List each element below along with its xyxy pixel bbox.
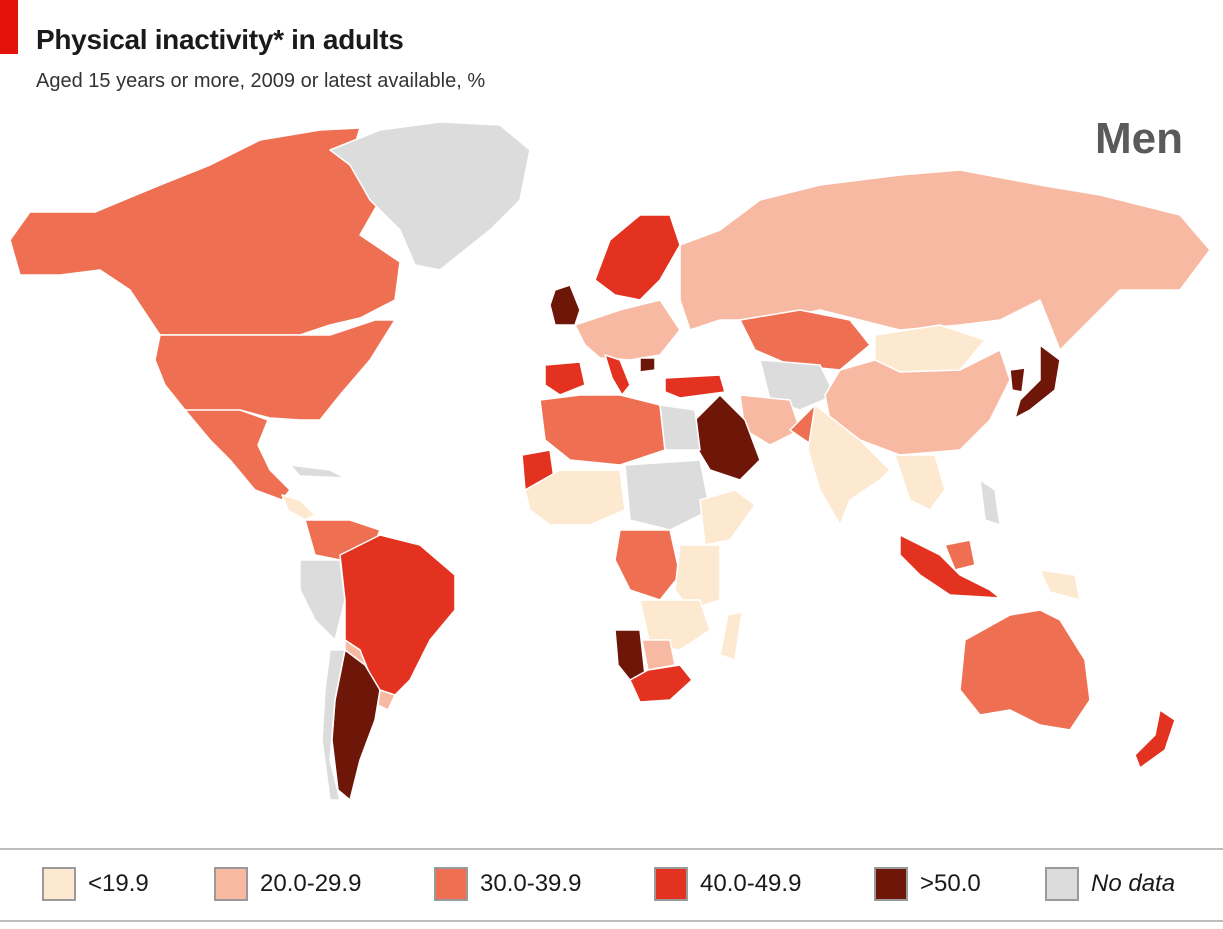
region-turkey [664,374,726,399]
chart-subtitle: Aged 15 years or more, 2009 or latest av… [36,70,486,92]
region-southeast-asia [894,454,946,511]
legend-swatch [214,867,248,901]
legend-label: 20.0-29.9 [260,870,362,897]
legend-label: <19.9 [88,870,149,897]
region-uruguay [377,689,396,711]
legend-item-below-19-9: <19.9 [42,866,149,902]
panel-label: Men [1095,114,1183,163]
legend-item-20-29-9: 20.0-29.9 [214,866,361,902]
region-central-america [281,494,316,521]
legend-item-no-data: No data [1045,866,1175,902]
legend-swatch [874,867,908,901]
region-kazakhstan [739,309,871,371]
region-madagascar [719,611,743,661]
region-west-africa [524,469,626,526]
region-spain [544,361,586,396]
legend: <19.9 20.0-29.9 30.0-39.9 40.0-49.9 >50.… [0,850,1223,920]
region-korea [1009,367,1026,393]
region-mexico [184,409,291,501]
world-map [9,121,1211,801]
region-southern-central-africa [639,599,711,651]
region-egypt [659,404,701,451]
legend-rule-top [0,848,1223,850]
legend-label: >50.0 [920,870,981,897]
legend-item-40-49-9: 40.0-49.9 [654,866,801,902]
region-namibia [614,629,646,681]
region-usa [154,319,396,421]
legend-item-30-39-9: 30.0-39.9 [434,866,581,902]
region-chile [321,649,346,801]
region-cuba [289,464,346,479]
region-italy [604,354,631,396]
region-new-zealand [1134,709,1176,769]
legend-label: No data [1091,870,1176,897]
region-australia [959,609,1091,731]
legend-label: 40.0-49.9 [700,870,802,897]
region-png [1039,569,1081,601]
region-central-africa [614,529,681,601]
region-scandinavia [594,214,681,301]
region-north-africa [539,394,666,466]
legend-swatch [42,867,76,901]
accent-bar [0,0,18,54]
legend-label: 30.0-39.9 [480,870,582,897]
region-india [807,404,891,526]
legend-swatch [1045,867,1079,901]
region-central-asia [759,359,836,411]
region-sudan [624,459,711,531]
region-canada [9,127,401,336]
region-borneo [944,539,976,571]
legend-swatch [654,867,688,901]
region-western-europe [574,299,681,361]
region-balkans [639,357,656,373]
region-horn-of-africa [699,489,756,546]
chart-title: Physical inactivity* in adults [36,24,404,55]
region-indonesia [899,534,1001,599]
region-peru [299,559,346,641]
region-east-africa [674,544,721,611]
region-britain [549,284,581,326]
region-botswana [641,639,676,671]
legend-item-above-50: >50.0 [874,866,981,902]
legend-swatch [434,867,468,901]
region-japan [1014,344,1061,419]
region-philippines [979,479,1001,526]
legend-rule-bottom [0,920,1223,922]
region-greenland [329,121,531,271]
region-south-africa [629,664,693,703]
